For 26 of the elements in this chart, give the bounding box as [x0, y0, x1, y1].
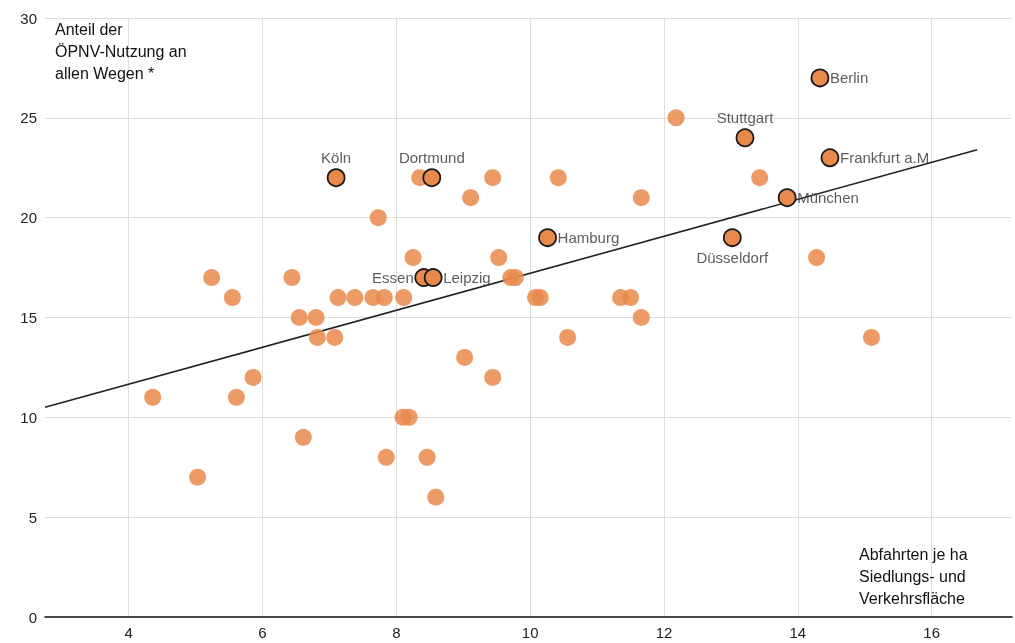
y-tick-label: 20 — [20, 209, 37, 227]
x-tick-label: 4 — [124, 624, 133, 641]
y-axis-title: Anteil der ÖPNV-Nutzung an allen Wegen * — [55, 20, 192, 82]
annotation: Hamburg — [557, 229, 620, 247]
annotation: Berlin — [829, 69, 869, 87]
x-tick-label: 16 — [923, 624, 941, 641]
annotation: Köln — [321, 149, 352, 167]
x-tick-label: 8 — [392, 624, 401, 641]
annotation: Essen — [372, 269, 414, 287]
y-tick-label: 5 — [28, 508, 37, 526]
y-tick-label: 30 — [20, 9, 37, 27]
x-tick-label: 6 — [258, 624, 267, 641]
x-tick-label: 12 — [655, 624, 673, 641]
y-tick-label: 25 — [20, 109, 37, 127]
y-tick-label: 10 — [20, 408, 37, 426]
x-axis-title: Abfahrten je ha Siedlungs- und Verkehrsfläche — [859, 545, 972, 607]
annotation: Frankfurt a.M. — [839, 149, 934, 167]
y-tick-label: 15 — [20, 309, 37, 326]
annotation: Stuttgart — [716, 109, 775, 127]
annotation: München — [797, 189, 859, 207]
y-tick-label: 0 — [28, 608, 37, 626]
x-tick-label: 14 — [789, 624, 807, 641]
annotation: Düsseldorf — [696, 249, 769, 267]
x-tick-label: 10 — [521, 624, 539, 641]
annotation: Dortmund — [398, 149, 465, 167]
annotation: Leipzig — [443, 269, 491, 287]
